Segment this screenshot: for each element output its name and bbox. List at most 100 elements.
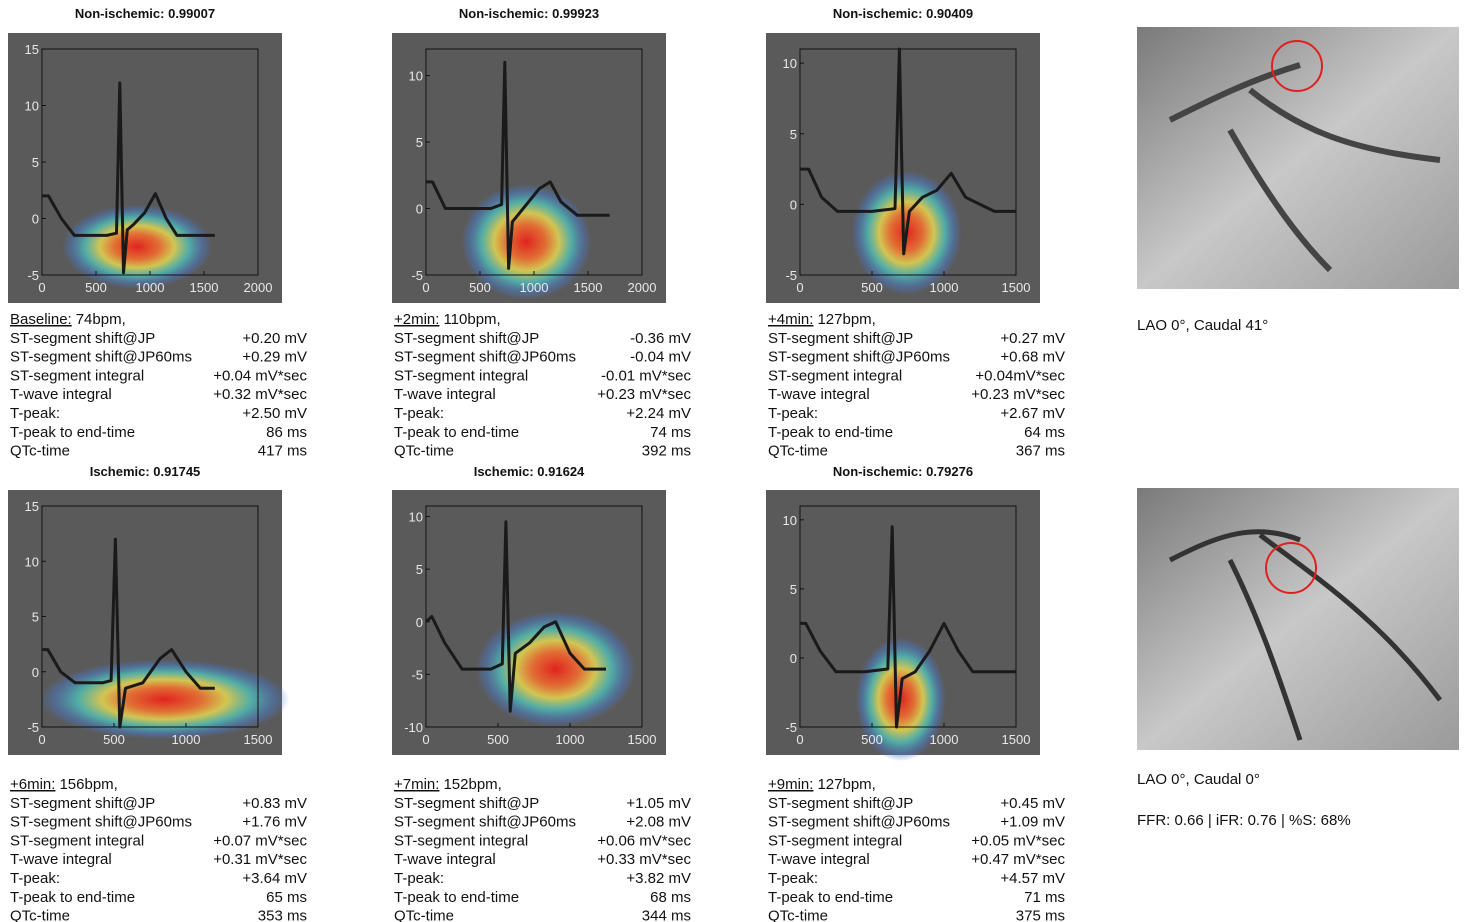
stage: +7min: bbox=[394, 776, 439, 793]
x-tick-label: 1000 bbox=[556, 732, 585, 747]
metric-name: ST-segment shift@JP60ms bbox=[10, 814, 192, 831]
panel-title: Non-ischemic: 0.90409 bbox=[833, 6, 973, 21]
metric-value: 86 ms bbox=[266, 424, 307, 441]
panel-title: Non-ischemic: 0.79276 bbox=[833, 464, 973, 479]
metric-name: T-peak: bbox=[768, 870, 818, 887]
metric-name: T-peak: bbox=[10, 870, 60, 887]
summary: FFR: 0.66 | iFR: 0.76 | %S: 68% bbox=[1137, 812, 1351, 829]
metric-value: +2.08 mV bbox=[626, 814, 691, 831]
x-tick-label: 2000 bbox=[628, 280, 657, 295]
y-tick-label: -5 bbox=[27, 720, 39, 735]
y-tick-label: -5 bbox=[411, 667, 423, 682]
y-tick-label: 5 bbox=[416, 562, 423, 577]
metric-name: QTc-time bbox=[10, 908, 70, 922]
metric-value: 65 ms bbox=[266, 889, 307, 906]
heart-rate: 110bpm, bbox=[443, 311, 500, 328]
metric-value: 417 ms bbox=[258, 443, 307, 460]
metric-name: ST-segment integral bbox=[10, 832, 144, 849]
y-tick-label: 10 bbox=[783, 513, 797, 528]
heart-rate: 152bpm, bbox=[443, 776, 501, 793]
metric-name: T-wave integral bbox=[10, 386, 112, 403]
metric-value: +0.83 mV bbox=[242, 795, 307, 812]
metric-name: T-peak to end-time bbox=[394, 889, 519, 906]
metric-name: ST-segment integral bbox=[394, 832, 528, 849]
stage-header: +7min: 152bpm, bbox=[394, 776, 502, 793]
metric-name: QTc-time bbox=[768, 908, 828, 922]
x-tick-label: 0 bbox=[796, 280, 803, 295]
y-tick-label: 0 bbox=[32, 665, 39, 680]
metric-value: +1.05 mV bbox=[626, 795, 691, 812]
x-tick-label: 1000 bbox=[930, 280, 959, 295]
ecg-trace bbox=[800, 525, 1016, 729]
x-tick-label: 1500 bbox=[190, 280, 219, 295]
stage-header: Baseline: 74bpm, bbox=[10, 311, 126, 328]
stage: +4min: bbox=[768, 311, 813, 328]
y-tick-label: 10 bbox=[783, 56, 797, 71]
metric-value: 367 ms bbox=[1016, 443, 1065, 460]
stage: Baseline: bbox=[10, 311, 72, 328]
x-tick-label: 500 bbox=[861, 280, 883, 295]
heatmap bbox=[475, 611, 636, 728]
x-tick-label: 1000 bbox=[930, 732, 959, 747]
ecg-trace bbox=[424, 520, 606, 713]
heart-rate: 156bpm, bbox=[59, 776, 117, 793]
panel-title: Ischemic: 0.91624 bbox=[474, 464, 585, 479]
heart-rate: 127bpm, bbox=[817, 311, 875, 328]
metric-name: ST-segment shift@JP60ms bbox=[394, 814, 576, 831]
y-tick-label: 10 bbox=[25, 99, 39, 114]
metric-name: ST-segment shift@JP60ms bbox=[10, 349, 192, 366]
x-tick-label: 1000 bbox=[172, 732, 201, 747]
stage: +6min: bbox=[10, 776, 55, 793]
caption: LAO 0°, Caudal 41° bbox=[1137, 317, 1268, 334]
ecg-trace bbox=[800, 47, 1016, 256]
y-tick-label: 15 bbox=[25, 42, 39, 57]
metric-value: 68 ms bbox=[650, 889, 691, 906]
ecg-trace bbox=[42, 537, 215, 729]
metric-value: 74 ms bbox=[650, 424, 691, 441]
x-tick-label: 0 bbox=[38, 280, 45, 295]
x-tick-label: 0 bbox=[422, 280, 429, 295]
y-tick-label: 5 bbox=[790, 127, 797, 142]
x-tick-label: 0 bbox=[422, 732, 429, 747]
stage-header: +2min: 110bpm, bbox=[394, 311, 501, 328]
metric-value: +0.29 mV bbox=[242, 349, 307, 366]
x-tick-label: 500 bbox=[861, 732, 883, 747]
metric-value: +0.45 mV bbox=[1000, 795, 1065, 812]
x-tick-label: 0 bbox=[38, 732, 45, 747]
metric-value: +0.31 mV*sec bbox=[213, 851, 307, 868]
heatmap bbox=[461, 183, 592, 300]
y-tick-label: -5 bbox=[785, 268, 797, 283]
x-tick-label: 1000 bbox=[136, 280, 165, 295]
x-tick-label: 1500 bbox=[1002, 280, 1031, 295]
y-tick-label: -5 bbox=[411, 268, 423, 283]
x-tick-label: 1000 bbox=[520, 280, 549, 295]
y-tick-label: 10 bbox=[409, 510, 423, 525]
metric-name: ST-segment shift@JP bbox=[768, 795, 913, 812]
stage-header: +4min: 127bpm, bbox=[768, 311, 876, 328]
y-tick-label: 5 bbox=[416, 135, 423, 150]
metric-name: T-wave integral bbox=[768, 851, 870, 868]
axes-box bbox=[799, 48, 1017, 276]
heart-rate: 74bpm, bbox=[76, 311, 126, 328]
x-tick-label: 1500 bbox=[574, 280, 603, 295]
metric-value: +0.27 mV bbox=[1000, 330, 1065, 347]
y-tick-label: 5 bbox=[790, 582, 797, 597]
metric-value: -0.36 mV bbox=[630, 330, 691, 347]
metric-value: +0.04 mV*sec bbox=[213, 367, 307, 384]
stage-header: +9min: 127bpm, bbox=[768, 776, 876, 793]
metric-value: +0.20 mV bbox=[242, 330, 307, 347]
metric-value: +1.76 mV bbox=[242, 814, 307, 831]
metric-value: +0.32 mV*sec bbox=[213, 386, 307, 403]
metric-value: +0.06 mV*sec bbox=[597, 832, 691, 849]
metric-name: T-peak: bbox=[394, 870, 444, 887]
metric-value: 392 ms bbox=[642, 443, 691, 460]
metric-value: -0.01 mV*sec bbox=[601, 367, 692, 384]
y-tick-label: -5 bbox=[27, 268, 39, 283]
y-tick-label: 0 bbox=[416, 202, 423, 217]
x-tick-label: 1500 bbox=[628, 732, 657, 747]
y-tick-label: 0 bbox=[790, 197, 797, 212]
y-tick-label: 5 bbox=[32, 610, 39, 625]
ecg-trace bbox=[426, 60, 610, 270]
metric-name: T-peak: bbox=[768, 405, 818, 422]
